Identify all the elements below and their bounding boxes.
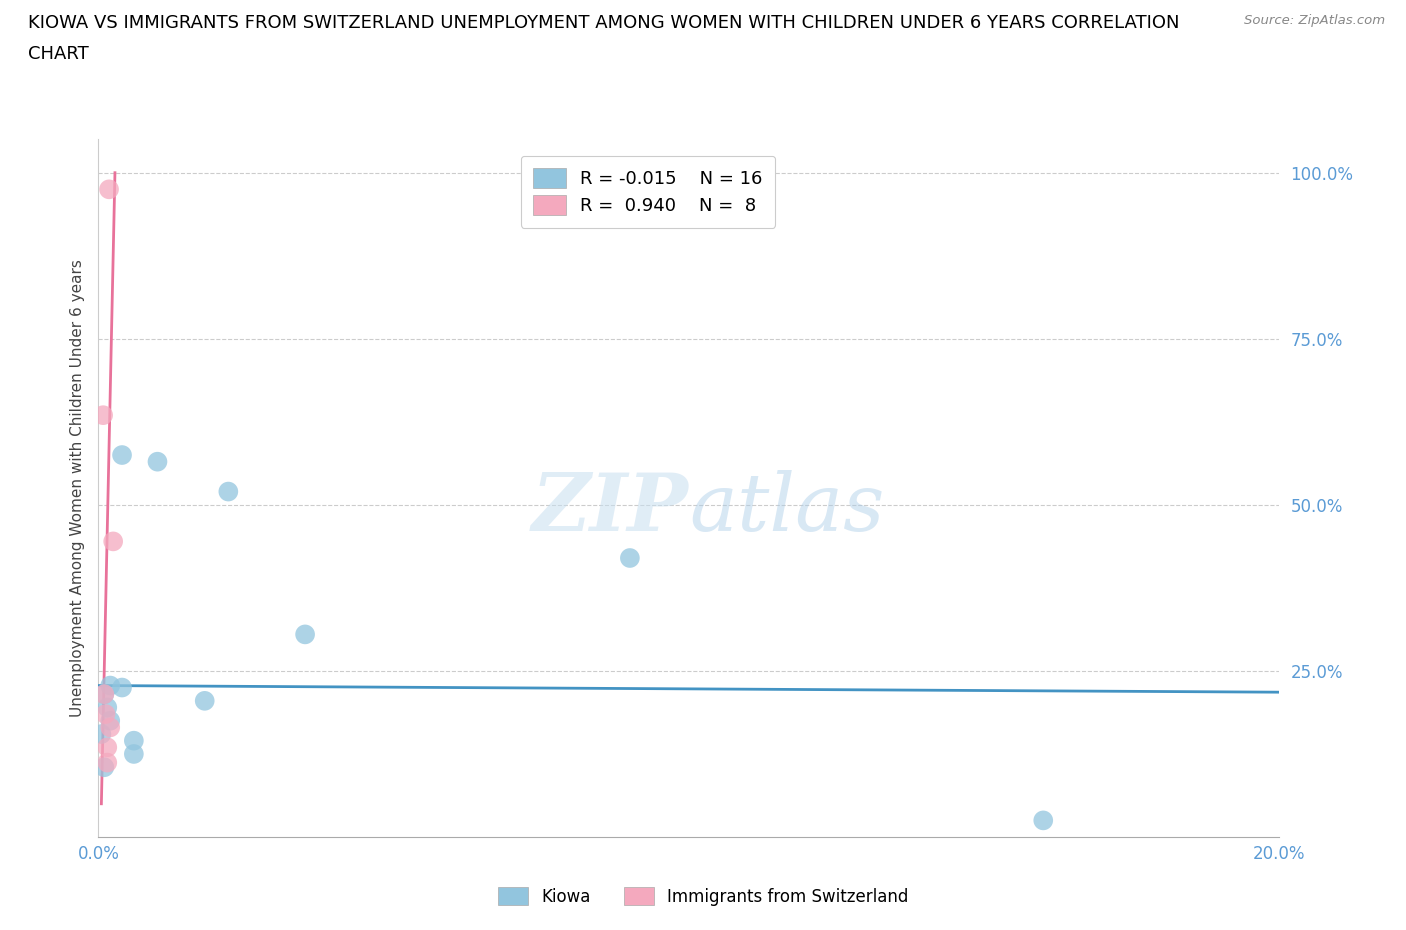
Legend: R = -0.015    N = 16, R =  0.940    N =  8: R = -0.015 N = 16, R = 0.940 N = 8 [520,155,776,228]
Point [91,407,114,422]
Point [93,686,115,701]
Point [122,733,145,748]
Y-axis label: Unemployment Among Women with Children Under 6 years: Unemployment Among Women with Children U… [69,259,84,717]
Point [94,707,117,722]
Text: CHART: CHART [28,45,89,62]
Point [122,747,145,762]
Point [619,551,641,565]
Point [111,680,134,695]
Point [96,755,118,770]
Text: ZIP: ZIP [531,471,689,548]
Legend: Kiowa, Immigrants from Switzerland: Kiowa, Immigrants from Switzerland [491,881,915,912]
Text: atlas: atlas [689,471,884,548]
Point [103,534,125,549]
Point [93,686,115,701]
Point [98,678,121,693]
Text: KIOWA VS IMMIGRANTS FROM SWITZERLAND UNEMPLOYMENT AMONG WOMEN WITH CHILDREN UNDE: KIOWA VS IMMIGRANTS FROM SWITZERLAND UNE… [28,14,1180,32]
Point [93,760,115,775]
Point [98,720,121,735]
Point [194,694,217,709]
Text: Source: ZipAtlas.com: Source: ZipAtlas.com [1244,14,1385,27]
Point [90,726,112,741]
Point [96,700,118,715]
Point [96,740,118,755]
Point [146,454,169,469]
Point [98,182,121,197]
Point [98,713,121,728]
Point [294,627,316,642]
Point [1032,813,1054,828]
Point [217,485,239,499]
Point [111,447,134,462]
